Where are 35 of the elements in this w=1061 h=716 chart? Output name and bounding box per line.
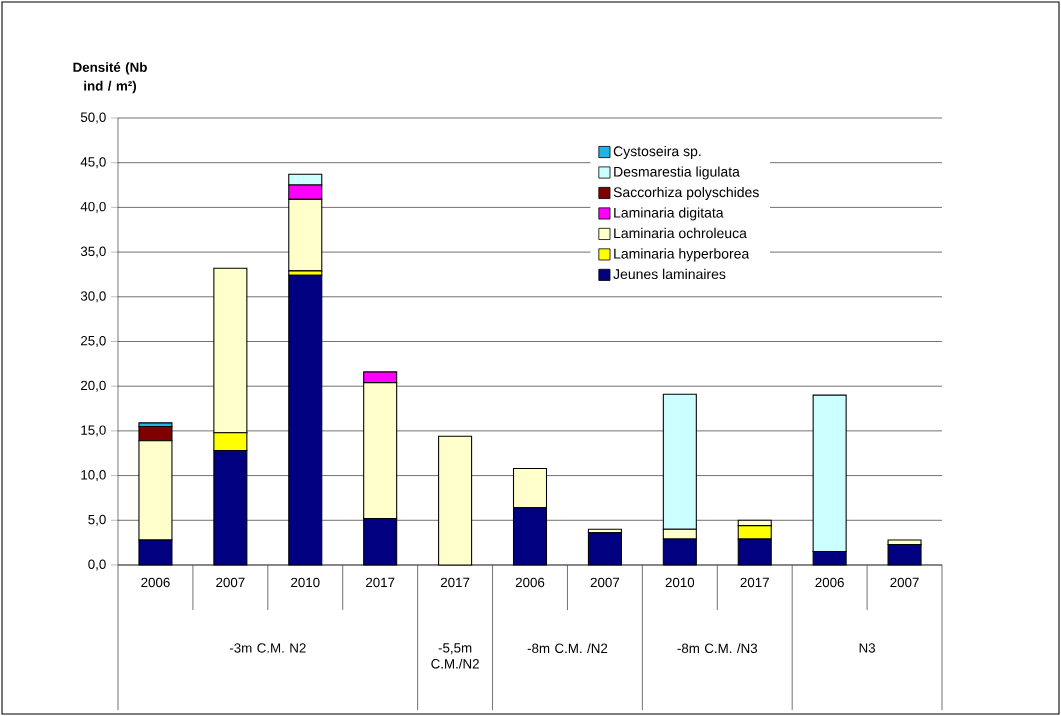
y-tick-label: 20,0 xyxy=(81,380,106,392)
x-tick-label: 2007 xyxy=(216,577,245,588)
y-tick-label: 25,0 xyxy=(81,335,106,348)
y-tick-label: 50,0 xyxy=(80,112,106,124)
y-tick-label: 5,0 xyxy=(88,514,106,526)
y-tick-label: 15,0 xyxy=(81,425,106,437)
y-tick-label: 40,0 xyxy=(80,201,106,213)
x-tick-label: 2006 xyxy=(815,577,844,588)
text: -5,5m C.M./N2 xyxy=(431,643,479,669)
x-tick-label: 2006 xyxy=(515,577,545,588)
x-tick-label: 2017 xyxy=(366,577,395,588)
y-axis-title: Densité (Nb ind / m²) xyxy=(73,62,147,94)
legend-label: Laminaria digitata xyxy=(614,207,724,221)
x-tick-label: 2017 xyxy=(440,577,470,588)
x-tick-label: 2007 xyxy=(590,577,620,588)
legend-label: Laminaria ochroleuca xyxy=(614,227,747,239)
legend-label: Jeunes laminaires xyxy=(613,268,726,280)
x-tick-label: 2017 xyxy=(740,577,769,588)
text: -8m C.M. /N2 xyxy=(527,643,608,654)
text: -3m C.M. N2 xyxy=(229,643,306,653)
y-tick-label: 35,0 xyxy=(80,246,106,258)
legend-label: Desmarestia ligulata xyxy=(614,166,740,180)
y-tick-label: 0,0 xyxy=(88,559,106,571)
legend-label: Saccorhiza polyschides xyxy=(613,186,759,200)
y-tick-label: 30,0 xyxy=(80,291,106,303)
legend-label: Laminaria hyperborea xyxy=(614,248,750,262)
x-tick-label: 2010 xyxy=(291,577,320,588)
x-tick-label: 2007 xyxy=(890,577,919,588)
y-tick-label: 45,0 xyxy=(80,157,106,169)
x-tick-label: 2006 xyxy=(141,577,170,588)
text: -8m C.M. /N3 xyxy=(677,643,758,654)
x-tick-label: 2010 xyxy=(665,577,695,588)
text: N3 xyxy=(859,643,876,653)
y-tick-label: 10,0 xyxy=(81,470,106,482)
legend-label: Cystoseira sp. xyxy=(613,145,701,159)
